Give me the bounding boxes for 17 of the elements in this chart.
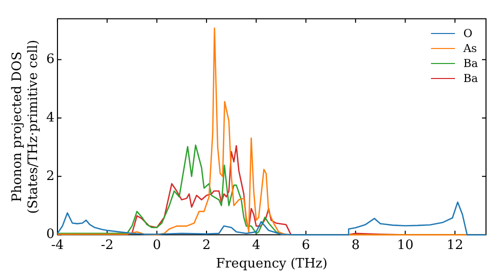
x-tick-label: 2	[202, 238, 211, 253]
y-axis-title: Phonon projected DOS (States/THz·primitive cell)	[10, 40, 41, 214]
x-tick-label: 4	[252, 238, 260, 253]
legend-label: Ba	[463, 56, 478, 71]
y-tick-label: 4	[46, 110, 54, 126]
y-tick-label: 6	[46, 52, 54, 68]
x-tick-label: 0	[152, 238, 161, 253]
x-tick-label: 12	[446, 238, 464, 253]
x-tick-label: 8	[351, 238, 360, 253]
x-tick-label: 6	[302, 238, 310, 253]
x-tick-label: 10	[396, 238, 414, 253]
x-tick-label: -2	[100, 238, 114, 253]
legend-label: Ba	[463, 71, 478, 86]
legend-label: As	[463, 41, 477, 56]
x-axis-title: Frequency (THz)	[216, 256, 328, 272]
y-tick-label: 2	[46, 168, 54, 184]
legend-label: O	[463, 26, 472, 41]
